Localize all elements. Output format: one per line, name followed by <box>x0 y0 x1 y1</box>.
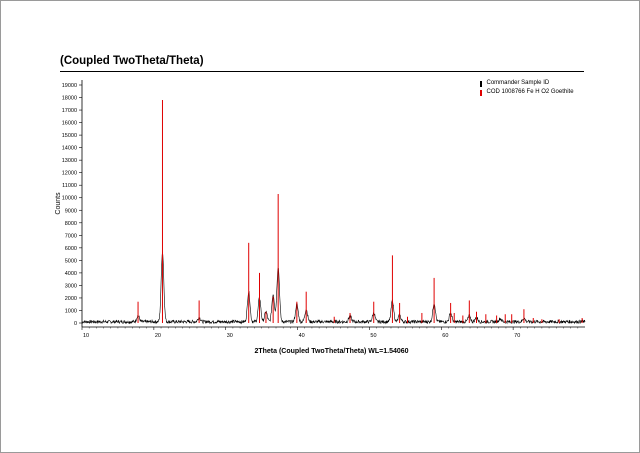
x-tick-label: 40 <box>299 333 305 339</box>
legend-item-goethite: COD 1008766 Fe H O2 Goethite <box>480 88 574 97</box>
y-tick-label: 3000 <box>65 283 77 289</box>
y-tick-label: 14000 <box>62 146 77 152</box>
x-tick-label: 10 <box>83 333 89 339</box>
y-tick-label: 16000 <box>62 121 77 127</box>
legend-swatch-sample <box>480 80 482 87</box>
y-tick-label: 17000 <box>62 108 77 114</box>
x-tick-label: 70 <box>514 333 520 339</box>
y-tick-label: 5000 <box>65 258 77 264</box>
x-tick-label: 50 <box>370 333 376 339</box>
y-tick-label: 0 <box>74 321 77 327</box>
x-tick-label: 60 <box>442 333 448 339</box>
series-sample-line <box>81 251 586 325</box>
title-divider <box>60 71 584 72</box>
y-tick-label: 12000 <box>62 171 77 177</box>
chart-legend: Commander Sample ID COD 1008766 Fe H O2 … <box>480 79 574 97</box>
x-axis-label: 2Theta (Coupled TwoTheta/Theta) WL=1.540… <box>254 348 408 355</box>
x-tick-label: 20 <box>155 333 161 339</box>
y-tick-label: 13000 <box>62 158 77 164</box>
legend-swatch-goethite <box>480 89 482 96</box>
chart-title: (Coupled TwoTheta/Theta) <box>60 55 204 67</box>
y-tick-label: 11000 <box>62 183 77 189</box>
y-tick-label: 10000 <box>62 196 77 202</box>
y-axis-label: Counts <box>55 192 62 215</box>
y-tick-label: 8000 <box>65 221 77 227</box>
y-tick-label: 9000 <box>65 208 77 214</box>
y-tick-label: 18000 <box>62 96 77 102</box>
y-tick-label: 2000 <box>65 296 77 302</box>
y-tick-label: 4000 <box>65 271 77 277</box>
legend-item-sample: Commander Sample ID <box>480 79 574 88</box>
y-tick-label: 1000 <box>65 308 77 314</box>
y-tick-label: 6000 <box>65 246 77 252</box>
x-tick-label: 30 <box>227 333 233 339</box>
legend-label-sample: Commander Sample ID <box>486 80 550 86</box>
y-tick-label: 7000 <box>65 233 77 239</box>
y-tick-label: 15000 <box>62 133 77 139</box>
y-tick-label: 19000 <box>62 83 77 89</box>
legend-label-goethite: COD 1008766 Fe H O2 Goethite <box>486 89 574 95</box>
